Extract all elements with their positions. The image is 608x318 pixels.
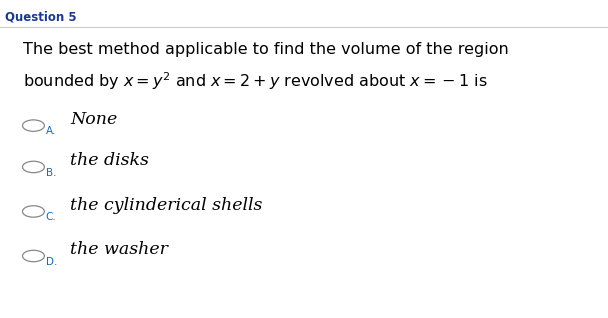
Text: A.: A. — [46, 126, 56, 136]
Text: bounded by $x=y^2$ and $x=2+y$ revolved about $x=-1$ is: bounded by $x=y^2$ and $x=2+y$ revolved … — [23, 70, 488, 92]
Text: C.: C. — [46, 212, 57, 222]
Text: The best method applicable to find the volume of the region: The best method applicable to find the v… — [23, 42, 509, 57]
Text: the disks: the disks — [70, 152, 149, 169]
Text: None: None — [70, 111, 117, 128]
Text: the washer: the washer — [70, 241, 168, 258]
Text: Question 5: Question 5 — [5, 11, 77, 24]
Text: B.: B. — [46, 168, 56, 178]
Text: the cylinderical shells: the cylinderical shells — [70, 197, 262, 214]
Text: D.: D. — [46, 257, 57, 267]
